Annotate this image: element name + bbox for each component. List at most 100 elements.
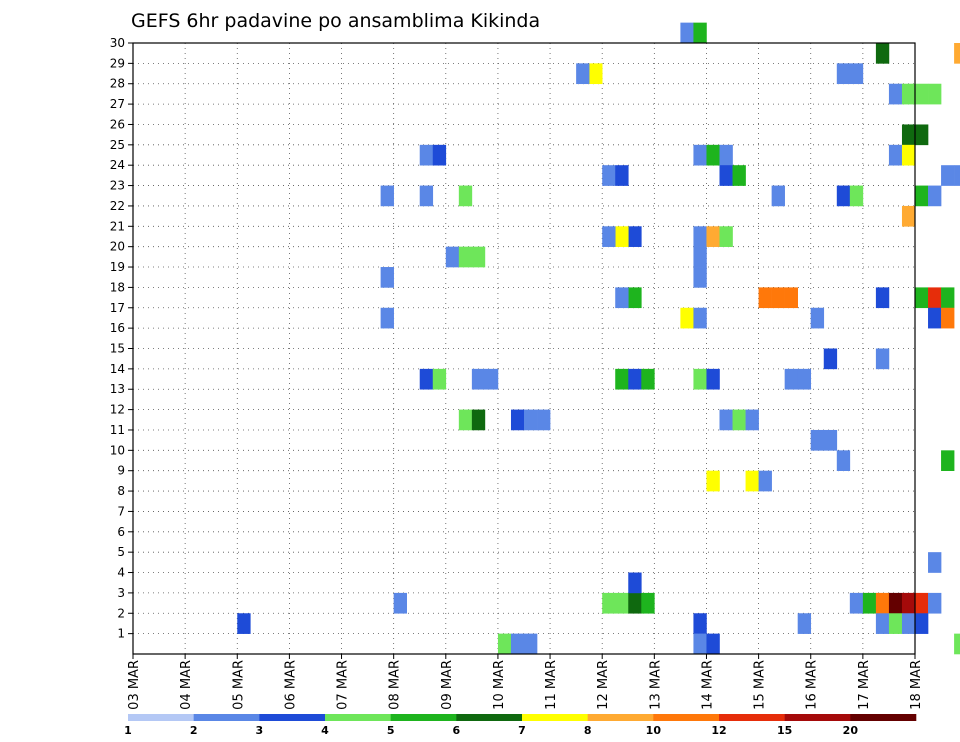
heatmap-cell (432, 368, 447, 390)
x-tick-label: 18 MAR (909, 660, 924, 710)
colorbar-label: 1 (124, 724, 132, 737)
y-tick-label: 5 (117, 545, 125, 559)
heatmap-cell (849, 592, 864, 614)
colorbar-label: 4 (321, 724, 329, 737)
heatmap-cell (628, 572, 642, 594)
heatmap-cell (589, 63, 603, 85)
heatmap-cell (419, 144, 434, 166)
heatmap-cell (602, 226, 616, 247)
heatmap-cell (732, 165, 746, 186)
colorbar-swatch (522, 714, 588, 721)
heatmap-cell (784, 287, 798, 309)
heatmap-cell (693, 368, 707, 390)
y-tick-label: 29 (110, 56, 125, 70)
heatmap-cell (745, 470, 759, 492)
y-tick-label: 24 (110, 158, 125, 172)
heatmap-cell (901, 144, 916, 166)
heatmap-cell (693, 613, 707, 634)
y-tick-label: 4 (117, 566, 125, 580)
heatmap-cell (954, 43, 960, 64)
heatmap-cell (380, 267, 394, 288)
heatmap-cell (693, 22, 707, 44)
heatmap-cell (928, 287, 942, 309)
heatmap-cell (758, 287, 772, 309)
heatmap-cell (810, 429, 825, 451)
y-tick-label: 10 (110, 443, 125, 457)
x-tick-label: 17 MAR (857, 660, 872, 710)
y-tick-label: 18 (110, 280, 125, 294)
colorbar-label: 5 (387, 724, 395, 737)
colorbar-swatch (325, 714, 391, 721)
colorbar-swatch (784, 714, 851, 721)
heatmap-cell (732, 409, 746, 431)
colorbar-swatch (456, 714, 523, 721)
y-tick-label: 25 (110, 138, 125, 152)
heatmap-cell (888, 592, 903, 614)
y-tick-label: 14 (110, 362, 125, 376)
heatmap-cell (497, 633, 512, 655)
heatmap-cell (915, 287, 929, 309)
heatmap-cell (928, 552, 942, 573)
heatmap-cell (602, 165, 616, 186)
x-tick-label: 06 MAR (283, 660, 298, 710)
colorbar-swatch (193, 714, 260, 721)
heatmap-cell (719, 144, 733, 166)
heatmap-cell (719, 165, 733, 186)
heatmap-cell (471, 409, 486, 431)
colorbar-swatch (719, 714, 785, 721)
y-tick-label: 7 (117, 504, 125, 518)
heatmap-cell (797, 613, 812, 634)
heatmap-cell (771, 287, 785, 309)
heatmap-cell (836, 450, 851, 471)
y-tick-label: 3 (117, 586, 125, 600)
heatmap-cell (771, 185, 785, 207)
x-tick-label: 08 MAR (388, 660, 403, 710)
heatmap-cell (628, 368, 642, 390)
heatmap-cell (393, 592, 407, 614)
heatmap-cell (862, 592, 877, 614)
y-tick-label: 23 (110, 179, 125, 193)
colorbar-swatch (850, 714, 917, 721)
y-tick-label: 20 (110, 240, 125, 254)
colorbar-swatch (390, 714, 457, 721)
x-tick-label: 14 MAR (700, 660, 715, 710)
heatmap-cell (484, 368, 499, 390)
heatmap-cell (888, 83, 903, 105)
heatmap-cell (524, 633, 538, 655)
y-tick-label: 27 (110, 97, 125, 111)
y-tick-label: 13 (110, 382, 125, 396)
heatmap-cells (237, 22, 960, 655)
heatmap-cell (602, 592, 616, 614)
heatmap-cell (719, 409, 733, 431)
colorbar-legend: 1 2 3 4 5 6 7 8 10 12 15 20 (124, 714, 917, 737)
heatmap-cell (706, 144, 720, 166)
x-tick-label: 05 MAR (231, 660, 246, 710)
heatmap-cell (510, 633, 525, 655)
heatmap-cell (628, 592, 642, 614)
heatmap-cell (680, 22, 694, 44)
x-axis-ticks: 03 MAR 04 MAR 05 MAR 06 MAR 07 MAR 08 MAR 09 M… (127, 654, 924, 710)
colorbar-swatch (587, 714, 654, 721)
heatmap-cell (901, 205, 916, 227)
heatmap-cell (445, 246, 460, 268)
x-tick-label: 03 MAR (127, 660, 142, 710)
heatmap-cell (615, 226, 629, 247)
heatmap-cell (941, 165, 955, 186)
y-tick-label: 28 (110, 77, 125, 91)
colorbar-label: 6 (453, 724, 461, 737)
colorbar-label: 12 (711, 724, 726, 737)
heatmap-cell (928, 592, 942, 614)
heatmap-cell (941, 307, 955, 329)
heatmap-cell (928, 83, 942, 105)
heatmap-cell (823, 429, 838, 451)
heatmap-cell (432, 144, 447, 166)
heatmap-cell (641, 368, 655, 390)
heatmap-cell (706, 633, 720, 655)
x-tick-label: 04 MAR (179, 660, 194, 710)
heatmap-cell (693, 267, 707, 288)
colorbar-label: 20 (843, 724, 859, 737)
heatmap-cell (901, 83, 916, 105)
y-tick-label: 2 (117, 606, 125, 620)
heatmap-cell (901, 613, 916, 634)
x-tick-label: 13 MAR (648, 660, 663, 710)
